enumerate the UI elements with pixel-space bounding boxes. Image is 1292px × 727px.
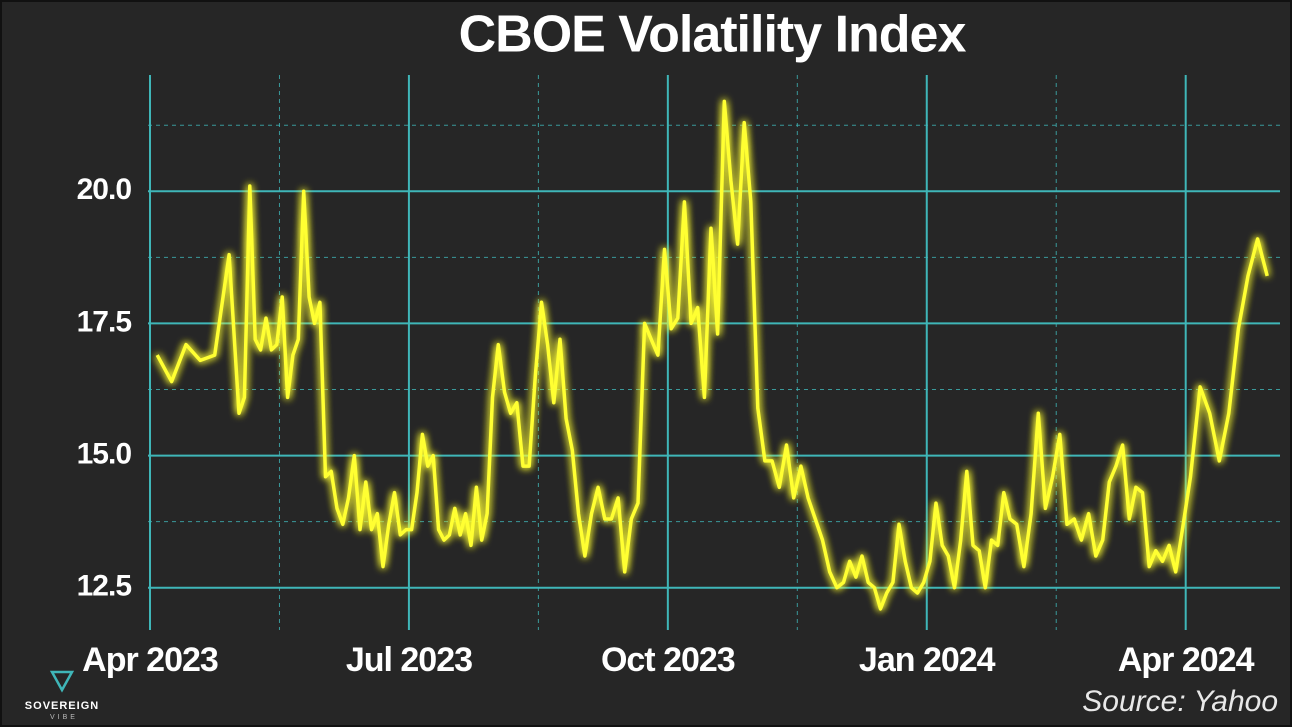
chart-title: CBOE Volatility Index bbox=[459, 6, 967, 64]
source: Source: Yahoo bbox=[1082, 685, 1278, 718]
logo-icon bbox=[49, 670, 75, 693]
x-tick-label: Apr 2024 bbox=[1118, 641, 1255, 679]
line bbox=[155, 99, 1269, 611]
x-tick-label: Apr 2023 bbox=[82, 641, 218, 679]
logo: SOVEREIGN VIBE bbox=[25, 670, 99, 721]
y-tick-label: 20.0 bbox=[77, 173, 132, 206]
y-tick-label: 17.5 bbox=[77, 305, 132, 338]
x-tick-label: Jan 2024 bbox=[859, 641, 996, 679]
y-tick-label: 12.5 bbox=[77, 570, 132, 603]
y-tick-label: 15.0 bbox=[77, 437, 132, 470]
plot bbox=[155, 99, 1269, 611]
x-tick-label: Oct 2023 bbox=[601, 641, 735, 679]
brand-sub: VIBE bbox=[50, 714, 78, 721]
grid: 12.5 15.0 17.5 20.0 Apr 2023 Jul 2023 Oct 2023… bbox=[77, 75, 1280, 679]
brand: SOVEREIGN bbox=[25, 700, 99, 712]
x-tick-label: Jul 2023 bbox=[346, 641, 472, 679]
